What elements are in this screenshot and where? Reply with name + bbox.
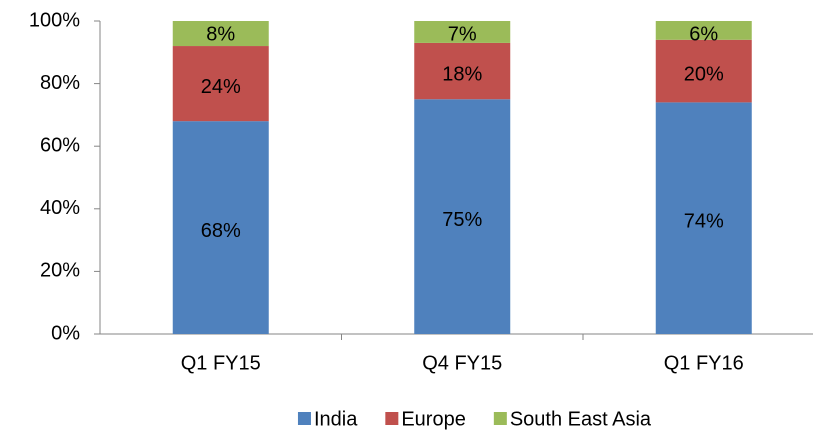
bar-segment bbox=[655, 39, 752, 103]
data-label: 20% bbox=[684, 63, 724, 85]
y-tick-label: 40% bbox=[40, 197, 80, 219]
data-label: 74% bbox=[684, 210, 724, 232]
legend-swatch bbox=[385, 412, 399, 425]
bar-segment bbox=[414, 99, 511, 334]
legend-label: India bbox=[314, 408, 358, 430]
data-label: 8% bbox=[206, 23, 235, 45]
y-tick-label: 20% bbox=[40, 260, 80, 282]
bar-segment bbox=[655, 102, 752, 334]
legend-label: South East Asia bbox=[510, 408, 652, 430]
bar-segment bbox=[655, 21, 752, 40]
data-label: 18% bbox=[442, 63, 482, 85]
y-tick-label: 60% bbox=[40, 134, 80, 156]
legend-swatch bbox=[297, 412, 311, 425]
data-label: 24% bbox=[201, 76, 241, 98]
data-label: 75% bbox=[442, 209, 482, 231]
data-label: 7% bbox=[448, 23, 477, 45]
bar-segment bbox=[172, 21, 269, 47]
x-tick-label: Q4 FY15 bbox=[422, 352, 502, 374]
y-tick-label: 0% bbox=[51, 322, 80, 344]
data-label: 68% bbox=[201, 220, 241, 242]
bar-segment bbox=[414, 42, 511, 100]
x-tick-label: Q1 FY16 bbox=[664, 352, 744, 374]
bar-segment bbox=[414, 21, 511, 43]
y-tick-label: 80% bbox=[40, 72, 80, 94]
legend-swatch bbox=[493, 412, 507, 425]
legend-label: Europe bbox=[401, 408, 466, 430]
bar-segment bbox=[172, 121, 269, 334]
x-tick-label: Q1 FY15 bbox=[181, 352, 261, 374]
y-tick-label: 100% bbox=[29, 9, 80, 31]
bar-segment bbox=[172, 46, 269, 122]
data-label: 6% bbox=[689, 23, 718, 45]
